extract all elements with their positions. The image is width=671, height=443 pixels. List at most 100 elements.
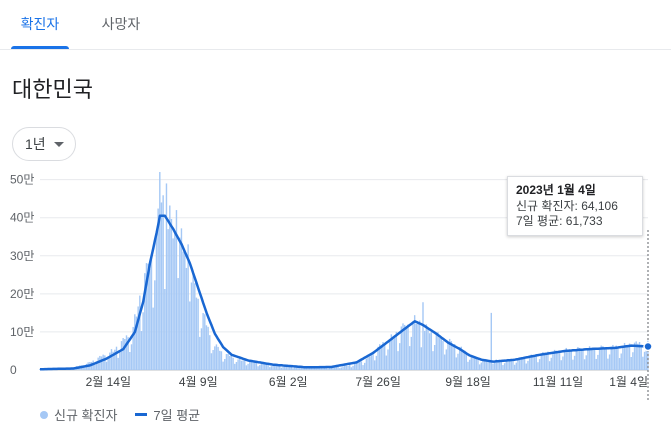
bar (234, 363, 236, 370)
tab-bar: 확진자 사망자 (0, 0, 671, 50)
bar (473, 357, 476, 370)
bar (570, 351, 572, 370)
bar (227, 353, 229, 370)
bar (642, 356, 644, 370)
bar (117, 357, 119, 370)
bar (104, 355, 106, 370)
bar (247, 363, 249, 370)
bar (217, 346, 219, 370)
bar (372, 351, 374, 370)
bar (205, 325, 208, 370)
bar (457, 353, 459, 370)
bar (214, 346, 216, 370)
bar (400, 326, 403, 370)
bar (635, 341, 637, 370)
bar (289, 366, 291, 370)
bar (245, 365, 248, 370)
bar (445, 349, 448, 370)
bar (468, 359, 471, 370)
bar (344, 365, 346, 370)
bar (270, 366, 273, 370)
bar (487, 360, 489, 370)
cases-chart[interactable]: 0 10만 20만 30만 40만 50만 2월 14일 4월 9일 6월 2일 7월 26일 9월… (0, 170, 671, 402)
bar (167, 229, 169, 370)
bar (597, 354, 599, 370)
bar (287, 366, 289, 370)
bar (190, 282, 193, 370)
bar (615, 345, 617, 370)
bar (224, 359, 226, 370)
bar (533, 356, 536, 370)
bar (585, 355, 587, 370)
tab-confirmed-cases[interactable]: 확진자 (11, 0, 69, 49)
bar (555, 350, 557, 370)
bar (209, 335, 211, 370)
bar (518, 357, 521, 370)
bar (357, 362, 359, 370)
bar (577, 347, 579, 370)
tab-deaths[interactable]: 사망자 (101, 16, 141, 32)
y-tick-label: 10만 (10, 325, 34, 339)
bar (39, 368, 41, 370)
bar-legend-swatch (40, 410, 48, 419)
bar (560, 360, 562, 370)
bar (169, 205, 171, 370)
bar (402, 323, 404, 370)
bar (200, 328, 203, 370)
bar (345, 365, 348, 370)
bar (174, 232, 176, 370)
bar (385, 355, 388, 370)
bar (633, 342, 636, 370)
bar (440, 336, 443, 370)
bar (515, 362, 517, 370)
bar (320, 367, 323, 370)
bar (212, 350, 214, 370)
bar (189, 301, 191, 370)
bar (114, 349, 116, 370)
bar (458, 347, 461, 370)
bar (527, 360, 529, 370)
bar (610, 346, 612, 370)
bar (237, 359, 239, 370)
bar (455, 357, 458, 370)
bar (319, 367, 321, 370)
bar (124, 339, 126, 370)
bar (472, 356, 474, 370)
bar (129, 351, 131, 370)
bar (382, 342, 384, 370)
bar (438, 338, 441, 370)
bar (145, 263, 148, 370)
bar (179, 237, 181, 370)
bar (367, 355, 369, 370)
period-dropdown[interactable]: 1년 (12, 127, 76, 161)
bar (467, 361, 469, 370)
bar (274, 364, 276, 370)
bar (322, 367, 324, 370)
bar (493, 360, 496, 370)
average-line (40, 214, 649, 371)
bar (102, 354, 104, 370)
bar (568, 349, 571, 370)
bar (197, 298, 199, 370)
bar (592, 347, 594, 370)
bar (573, 355, 576, 370)
bar (378, 344, 381, 370)
bar (314, 367, 316, 370)
bar (417, 322, 419, 370)
bar (408, 346, 411, 370)
bar (617, 347, 619, 370)
bar (115, 346, 118, 370)
bar (184, 250, 186, 370)
bar (435, 334, 438, 370)
bar (442, 341, 444, 370)
bar (503, 363, 506, 370)
bar (275, 364, 278, 370)
bar (304, 368, 306, 370)
tooltip-new-cases: 신규 확진자: 64,106 (516, 199, 618, 213)
bar (300, 366, 303, 370)
bar (637, 343, 639, 370)
bar (260, 363, 263, 370)
bar (553, 349, 556, 370)
bar (120, 341, 123, 370)
bar (99, 355, 101, 370)
